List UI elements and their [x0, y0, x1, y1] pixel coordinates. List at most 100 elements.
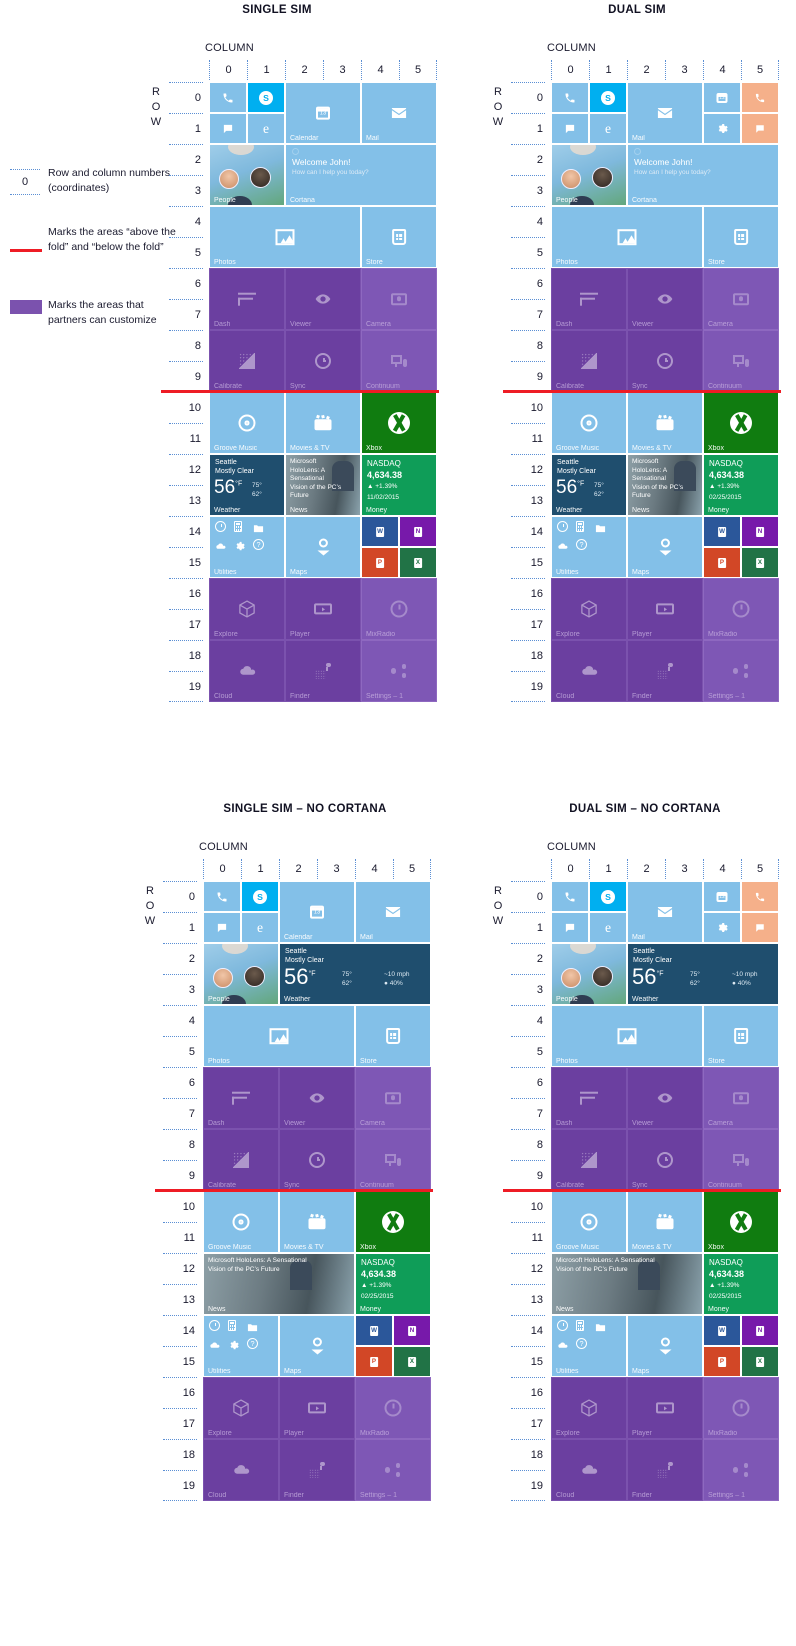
tile-weather[interactable]: Seattle Mostly Clear 56°F 75° 62° Weather [551, 454, 627, 516]
tile-word[interactable]: W [703, 1315, 741, 1346]
tile-people[interactable]: People [551, 943, 627, 1005]
tile-groove-music[interactable]: Groove Music [551, 392, 627, 454]
tile-phone[interactable] [209, 82, 247, 113]
tile-word[interactable]: W [703, 516, 741, 547]
tile-edge[interactable]: e [247, 113, 285, 144]
tile-mail[interactable]: Mail [361, 82, 437, 144]
tile-settings[interactable] [703, 912, 741, 943]
tile-utilities[interactable]: ? Utilities [551, 516, 627, 578]
tile-messaging[interactable] [551, 113, 589, 144]
tile-xbox[interactable]: Xbox [355, 1191, 431, 1253]
tile-news[interactable]: Microsoft HoloLens: A Sensational Vision… [627, 454, 703, 516]
tile-continuum[interactable]: Continuum [355, 1129, 431, 1191]
tile-messaging[interactable] [551, 912, 589, 943]
tile-messaging-sim2[interactable] [741, 113, 779, 144]
tile-phone[interactable] [203, 881, 241, 912]
tile-cloud[interactable]: Cloud [209, 640, 285, 702]
tile-excel[interactable]: X [393, 1346, 431, 1377]
tile-money[interactable]: NASDAQ 4,634.38 ▲ +1.39% 02/25/2015 Money [703, 454, 779, 516]
tile-edge[interactable]: e [241, 912, 279, 943]
tile-store[interactable]: Store [703, 206, 779, 268]
tile-calibrate[interactable]: Calibrate [209, 330, 285, 392]
tile-dash[interactable]: Dash [203, 1067, 279, 1129]
tile-cortana[interactable]: Welcome John! How can I help you today? Co… [285, 144, 437, 206]
tile-onenote[interactable]: N [399, 516, 437, 547]
tile-movies-tv[interactable]: Movies & TV [627, 1191, 703, 1253]
tile-edge[interactable]: e [589, 113, 627, 144]
tile-skype[interactable]: S [241, 881, 279, 912]
tile-onenote[interactable]: N [393, 1315, 431, 1346]
tile-powerpoint[interactable]: P [703, 1346, 741, 1377]
tile-viewer[interactable]: Viewer [627, 1067, 703, 1129]
tile-viewer[interactable]: Viewer [627, 268, 703, 330]
tile-viewer[interactable]: Viewer [279, 1067, 355, 1129]
tile-cortana[interactable]: Welcome John! How can I help you today? Co… [627, 144, 779, 206]
tile-calibrate[interactable]: Calibrate [551, 330, 627, 392]
tile-camera[interactable]: Camera [703, 268, 779, 330]
tile-settings-1[interactable]: Settings – 1 [703, 1439, 779, 1501]
tile-mail[interactable]: Mail [627, 82, 703, 144]
tile-groove-music[interactable]: Groove Music [551, 1191, 627, 1253]
tile-edge[interactable]: e [589, 912, 627, 943]
tile-photos[interactable]: Photos [551, 206, 703, 268]
tile-sync[interactable]: Sync [627, 1129, 703, 1191]
tile-sync[interactable]: Sync [627, 330, 703, 392]
tile-dash[interactable]: Dash [209, 268, 285, 330]
tile-skype[interactable]: S [589, 881, 627, 912]
tile-skype[interactable]: S [247, 82, 285, 113]
tile-explore[interactable]: Explore [203, 1377, 279, 1439]
tile-movies-tv[interactable]: Movies & TV [285, 392, 361, 454]
tile-finder[interactable]: Finder [279, 1439, 355, 1501]
tile-mixradio[interactable]: MixRadio [355, 1377, 431, 1439]
tile-word[interactable]: W [361, 516, 399, 547]
tile-store[interactable]: Store [703, 1005, 779, 1067]
tile-money[interactable]: NASDAQ 4,634.38 ▲ +1.39% 11/02/2015 Money [361, 454, 437, 516]
tile-player[interactable]: Player [627, 578, 703, 640]
tile-continuum[interactable]: Continuum [703, 330, 779, 392]
tile-utilities[interactable]: ? Utilities [209, 516, 285, 578]
tile-phone[interactable] [551, 881, 589, 912]
tile-explore[interactable]: Explore [551, 1377, 627, 1439]
tile-cloud[interactable]: Cloud [551, 640, 627, 702]
tile-continuum[interactable]: Continuum [361, 330, 437, 392]
tile-calendar[interactable]: 13 [703, 881, 741, 912]
tile-cloud[interactable]: Cloud [551, 1439, 627, 1501]
tile-settings-1[interactable]: Settings – 1 [361, 640, 437, 702]
tile-store[interactable]: Store [355, 1005, 431, 1067]
tile-excel[interactable]: X [741, 1346, 779, 1377]
tile-dash[interactable]: Dash [551, 1067, 627, 1129]
tile-mail[interactable]: Mail [355, 881, 431, 943]
tile-calendar[interactable]: 13 [703, 82, 741, 113]
tile-calibrate[interactable]: Calibrate [551, 1129, 627, 1191]
tile-weather[interactable]: Seattle Mostly Clear 56°F 75° 62° Weather [209, 454, 285, 516]
tile-settings-1[interactable]: Settings – 1 [703, 640, 779, 702]
tile-messaging-sim2[interactable] [741, 912, 779, 943]
tile-messaging[interactable] [209, 113, 247, 144]
tile-cloud[interactable]: Cloud [203, 1439, 279, 1501]
tile-maps[interactable]: Maps [279, 1315, 355, 1377]
tile-xbox[interactable]: Xbox [703, 392, 779, 454]
tile-calendar[interactable]: 13 Calendar [285, 82, 361, 144]
tile-dash[interactable]: Dash [551, 268, 627, 330]
tile-mixradio[interactable]: MixRadio [361, 578, 437, 640]
tile-viewer[interactable]: Viewer [285, 268, 361, 330]
tile-finder[interactable]: Finder [285, 640, 361, 702]
tile-movies-tv[interactable]: Movies & TV [627, 392, 703, 454]
tile-calendar[interactable]: 13 Calendar [279, 881, 355, 943]
tile-movies-tv[interactable]: Movies & TV [279, 1191, 355, 1253]
tile-maps[interactable]: Maps [285, 516, 361, 578]
tile-camera[interactable]: Camera [355, 1067, 431, 1129]
tile-money[interactable]: NASDAQ 4,634.38 ▲ +1.39% 02/25/2015 Money [355, 1253, 431, 1315]
tile-news[interactable]: Microsoft HoloLens: A Sensational Vision… [551, 1253, 703, 1315]
tile-utilities[interactable]: ? Utilities [203, 1315, 279, 1377]
tile-excel[interactable]: X [399, 547, 437, 578]
tile-news[interactable]: Microsoft HoloLens: A Sensational Vision… [285, 454, 361, 516]
tile-settings[interactable] [703, 113, 741, 144]
tile-mixradio[interactable]: MixRadio [703, 578, 779, 640]
tile-groove-music[interactable]: Groove Music [203, 1191, 279, 1253]
tile-calibrate[interactable]: Calibrate [203, 1129, 279, 1191]
tile-word[interactable]: W [355, 1315, 393, 1346]
tile-camera[interactable]: Camera [703, 1067, 779, 1129]
tile-camera[interactable]: Camera [361, 268, 437, 330]
tile-explore[interactable]: Explore [551, 578, 627, 640]
